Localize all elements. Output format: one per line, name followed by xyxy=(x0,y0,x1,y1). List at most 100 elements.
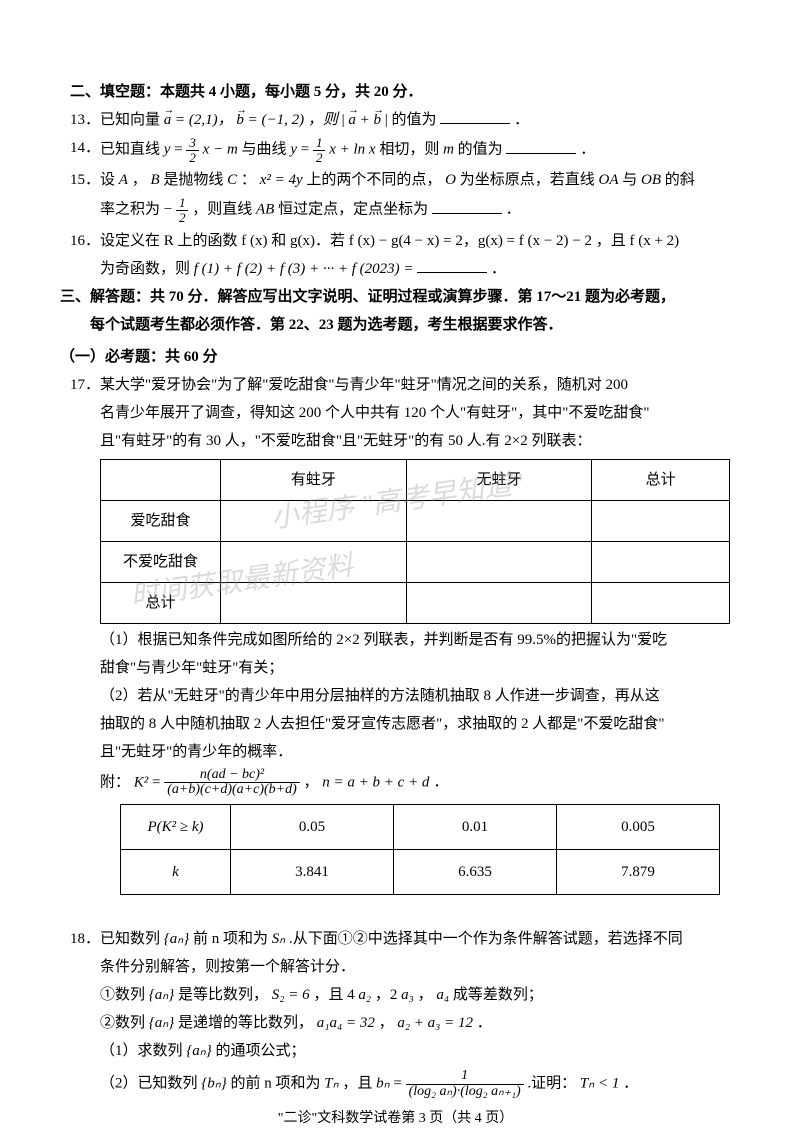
qbody-17: 某大学"爱牙协会"为了解"爱吃甜食"与青少年"蛀牙"情况之间的关系，随机对 20… xyxy=(100,373,731,397)
q18-Sn: Sₙ xyxy=(272,931,285,947)
q18-s1b: 的通项公式； xyxy=(216,1043,306,1059)
section-fill-header: 二、填空题：本题共 4 小题，每小题 5 分，共 20 分． xyxy=(60,80,731,104)
table-row: 爱吃甜食 xyxy=(101,500,730,541)
q13-blank xyxy=(440,109,510,124)
ct-c xyxy=(221,500,407,541)
q16-l2a: 为奇函数，则 xyxy=(100,261,194,277)
ref-c3: 0.005 xyxy=(557,804,720,849)
q14-frac2: 12 xyxy=(313,136,326,164)
q13-t1: 已知向量 xyxy=(100,112,164,128)
q18-s2d: .证明： xyxy=(527,1076,576,1092)
q18-s1: （1）求数列 {aₙ} 的通项公式； xyxy=(60,1039,731,1063)
q17-p2: 名青少年展开了调查，得知这 200 个人中共有 120 个人"有蛀牙"，其中"不… xyxy=(60,401,731,425)
ct-c xyxy=(592,500,730,541)
q14-frac1: 32 xyxy=(186,136,199,164)
q18-c2b: 是递增的等比数列， xyxy=(178,1015,313,1031)
q18-s2: （2）已知数列 {bₙ} 的前 n 项和为 Tₙ ，且 bₙ = 1(log₂ … xyxy=(60,1069,731,1099)
ct-c xyxy=(592,582,730,623)
table-row: 有蛀牙 无蛀牙 总计 xyxy=(101,459,730,500)
q15-line2: 率之积为 − 12 ，则直线 AB 恒过定点，定点坐标为 ． xyxy=(60,196,731,224)
q15-blank xyxy=(432,199,502,214)
qnum-17: 17． xyxy=(70,373,100,397)
reference-table: P(K² ≥ k) 0.05 0.01 0.005 k 3.841 6.635 … xyxy=(120,804,720,895)
section-answer-header2: 每个试题考生都必须作答．第 22、23 题为选考题，考生根据要求作答． xyxy=(60,313,731,337)
q13-eqb: = (−1, 2) ，则 xyxy=(248,112,342,128)
q17-K2: K² xyxy=(134,774,149,790)
q13-period: ． xyxy=(514,112,529,128)
q16-line2: 为奇函数，则 f (1) + f (2) + f (3) + ··· + f (… xyxy=(60,257,731,281)
ref-v1: 3.841 xyxy=(231,849,394,894)
qnum-15: 15． xyxy=(70,168,100,192)
q18-a2: a₂ xyxy=(358,987,371,1003)
q14-y: y xyxy=(164,142,171,158)
q18-c1d: ，2 xyxy=(375,987,398,1003)
q18-Tn: Tₙ xyxy=(324,1076,338,1092)
ct-c xyxy=(221,541,407,582)
q15-period: ． xyxy=(506,202,521,218)
q18-s2b: 的前 n 项和为 xyxy=(231,1076,325,1092)
q17-eq: = xyxy=(152,774,164,790)
q13-plus: + xyxy=(360,112,374,128)
q18-an2: {aₙ} xyxy=(149,987,174,1003)
q15-colon: ： xyxy=(241,172,256,188)
q15-t5: 的斜 xyxy=(665,172,695,188)
q16-blank xyxy=(417,258,487,273)
q17-p3: 且"有蛀牙"的有 30 人，"不爱吃甜食"且"无蛀牙"的有 50 人.有 2×2… xyxy=(60,429,731,453)
ct-c xyxy=(592,541,730,582)
q18-s2a: （2）已知数列 xyxy=(100,1076,198,1092)
qbody-16: 设定义在 R 上的函数 f (x) 和 g(x)．若 f (x) − g(4 −… xyxy=(100,229,731,253)
ct-h1: 有蛀牙 xyxy=(221,459,407,500)
qbody-18: 已知数列 {aₙ} 前 n 项和为 Sₙ .从下面①②中选择其中一个作为条件解答… xyxy=(100,927,731,951)
qbody-13: 已知向量 a = (2,1)， b = (−1, 2) ，则 | a + b |… xyxy=(100,108,731,132)
qnum-14: 14． xyxy=(70,136,100,164)
q15-l2b: ，则直线 xyxy=(192,202,256,218)
question-18: 18． 已知数列 {aₙ} 前 n 项和为 Sₙ .从下面①②中选择其中一个作为… xyxy=(60,927,731,951)
q14-eq2: = xyxy=(301,142,313,158)
q18-c2: ②数列 {aₙ} 是递增的等比数列， a₁a₄ = 32 ， a₂ + a₃ =… xyxy=(60,1011,731,1035)
q13-vec-b: b xyxy=(236,112,244,128)
qbody-15: 设 A ， B 是抛物线 C ： x² = 4y 上的两个不同的点， O 为坐标… xyxy=(100,168,731,192)
qnum-16: 16． xyxy=(70,229,100,253)
question-15: 15． 设 A ， B 是抛物线 C ： x² = 4y 上的两个不同的点， O… xyxy=(60,168,731,192)
ref-h: P(K² ≥ k) xyxy=(121,804,231,849)
q18-c2a: ②数列 xyxy=(100,1015,145,1031)
q18-c1: ①数列 {aₙ} 是等比数列， S₂ = 6 ，且 4 a₂ ，2 a₃ ， a… xyxy=(60,983,731,1007)
question-13: 13． 已知向量 a = (2,1)， b = (−1, 2) ，则 | a +… xyxy=(60,108,731,132)
q15-t1: 是抛物线 xyxy=(163,172,227,188)
q15-t2: 上的两个不同的点， xyxy=(306,172,441,188)
question-16: 16． 设定义在 R 上的函数 f (x) 和 g(x)．若 f (x) − g… xyxy=(60,229,731,253)
ct-blank xyxy=(101,459,221,500)
table-row: P(K² ≥ k) 0.05 0.01 0.005 xyxy=(121,804,720,849)
q14-t2: 与曲线 xyxy=(242,142,291,158)
q15-OB: OB xyxy=(641,172,661,188)
question-17: 17． 某大学"爱牙协会"为了解"爱吃甜食"与青少年"蛀牙"情况之间的关系，随机… xyxy=(60,373,731,397)
qbody-14: 已知直线 y = 32 x − m 与曲线 y = 12 x + ln x 相切… xyxy=(100,136,731,164)
ct-r1: 爱吃甜食 xyxy=(101,500,221,541)
table-row: 总计 xyxy=(101,582,730,623)
q17-frac: n(ad − bc)²(a+b)(c+d)(a+c)(b+d) xyxy=(164,768,300,798)
ct-h2: 无蛀牙 xyxy=(406,459,592,500)
q18-a3: a₃ xyxy=(401,987,414,1003)
q18-a2a3: a₂ + a₃ = 12 xyxy=(397,1015,473,1031)
q18-c2d: ． xyxy=(477,1015,492,1031)
qnum-18: 18． xyxy=(70,927,100,951)
page-footer: "二诊"文科数学试卷第 3 页（共 4 页） xyxy=(0,1108,791,1130)
q17-s2a: （2）若从"无蛀牙"的青少年中用分层抽样的方法随机抽取 8 人作进一步调查，再从… xyxy=(60,684,731,708)
q17-s1a: （1）根据已知条件完成如图所给的 2×2 列联表，并判断是否有 99.5%的把握… xyxy=(60,628,731,652)
q16-period: ． xyxy=(491,261,506,277)
q14-t4: 的值为 xyxy=(458,142,503,158)
q15-A: A xyxy=(119,172,128,188)
q18-s1a: （1）求数列 xyxy=(100,1043,183,1059)
q18-a4: a₄ xyxy=(436,987,449,1003)
q16-l1: 设定义在 R 上的函数 f (x) 和 g(x)．若 f (x) − g(4 −… xyxy=(100,233,679,249)
q18-c1f: 成等差数列； xyxy=(453,987,543,1003)
q18-S2: S₂ = 6 xyxy=(272,987,310,1003)
q18-an: {aₙ} xyxy=(164,931,189,947)
q16-eq: f (1) + f (2) + f (3) + ··· + f (2023) = xyxy=(194,261,414,277)
q15-t4: 与 xyxy=(622,172,641,188)
q15-l1a: 设 xyxy=(100,172,119,188)
q14-blank xyxy=(506,139,576,154)
qnum-13: 13． xyxy=(70,108,100,132)
ct-c xyxy=(406,500,592,541)
q15-OA: OA xyxy=(599,172,619,188)
